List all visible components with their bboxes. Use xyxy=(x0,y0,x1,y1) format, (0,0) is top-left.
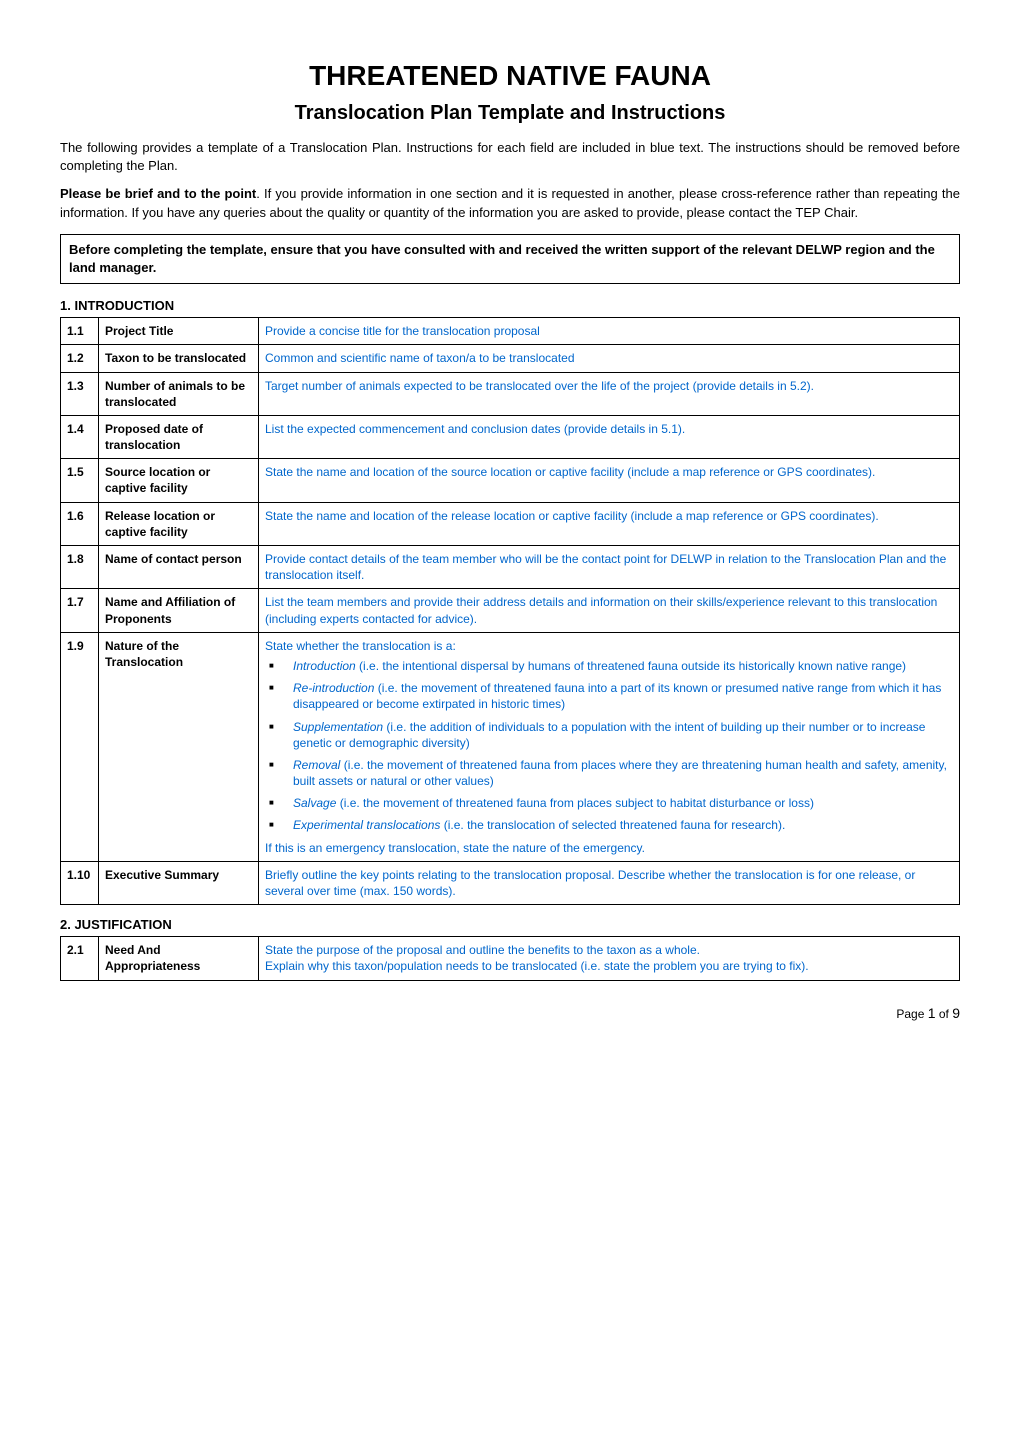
section-1-heading: 1. INTRODUCTION xyxy=(60,298,960,313)
row-number: 1.10 xyxy=(61,861,99,904)
row-content-nature: State whether the translocation is a: In… xyxy=(259,632,960,861)
row-content: Provide contact details of the team memb… xyxy=(259,546,960,589)
row-number: 1.4 xyxy=(61,415,99,458)
footer-mid: of xyxy=(936,1007,953,1021)
table-row: 1.2 Taxon to be translocated Common and … xyxy=(61,345,960,372)
table-row: 1.6 Release location or captive facility… xyxy=(61,502,960,545)
justification-line-1: State the purpose of the proposal and ou… xyxy=(265,942,953,958)
row-content: List the team members and provide their … xyxy=(259,589,960,632)
row-content: State the purpose of the proposal and ou… xyxy=(259,937,960,980)
row-number: 2.1 xyxy=(61,937,99,980)
bullet-term: Experimental translocations xyxy=(293,818,440,832)
bullet-rest: (i.e. the addition of individuals to a p… xyxy=(293,720,925,750)
bullet-term: Supplementation xyxy=(293,720,383,734)
row-content: List the expected commencement and concl… xyxy=(259,415,960,458)
bullet-rest: (i.e. the movement of threatened fauna f… xyxy=(293,758,947,788)
footer-current-page: 1 xyxy=(928,1005,936,1021)
table-row: 1.3 Number of animals to be translocated… xyxy=(61,372,960,415)
intro-bold-lead: Please be brief and to the point xyxy=(60,186,256,201)
nature-lead: State whether the translocation is a: xyxy=(265,639,456,653)
row-number: 1.9 xyxy=(61,632,99,861)
intro-paragraph-2: Please be brief and to the point. If you… xyxy=(60,185,960,221)
bullet-rest: (i.e. the movement of threatened fauna f… xyxy=(336,796,814,810)
row-content: State the name and location of the sourc… xyxy=(259,459,960,502)
row-number: 1.6 xyxy=(61,502,99,545)
row-label: Need And Appropriateness xyxy=(99,937,259,980)
row-number: 1.5 xyxy=(61,459,99,502)
bullet-rest: (i.e. the movement of threatened fauna i… xyxy=(293,681,941,711)
bullet-removal: Removal (i.e. the movement of threatened… xyxy=(287,757,953,789)
intro-paragraph-1: The following provides a template of a T… xyxy=(60,139,960,175)
row-number: 1.7 xyxy=(61,589,99,632)
bullet-salvage: Salvage (i.e. the movement of threatened… xyxy=(287,795,953,811)
row-number: 1.3 xyxy=(61,372,99,415)
nature-trailer: If this is an emergency translocation, s… xyxy=(265,841,645,855)
bullet-reintroduction: Re-introduction (i.e. the movement of th… xyxy=(287,680,953,712)
doc-subtitle: Translocation Plan Template and Instruct… xyxy=(60,102,960,125)
row-number: 1.8 xyxy=(61,546,99,589)
row-label: Release location or captive facility xyxy=(99,502,259,545)
bullet-rest: (i.e. the translocation of selected thre… xyxy=(440,818,785,832)
bullet-introduction: Introduction (i.e. the intentional dispe… xyxy=(287,658,953,674)
row-number: 1.2 xyxy=(61,345,99,372)
bullet-term: Introduction xyxy=(293,659,356,673)
row-content: Target number of animals expected to be … xyxy=(259,372,960,415)
bullet-rest: (i.e. the intentional dispersal by human… xyxy=(356,659,906,673)
table-row: 1.10 Executive Summary Briefly outline t… xyxy=(61,861,960,904)
row-label: Nature of the Translocation xyxy=(99,632,259,861)
table-row: 1.5 Source location or captive facility … xyxy=(61,459,960,502)
row-number: 1.1 xyxy=(61,318,99,345)
table-row: 1.1 Project Title Provide a concise titl… xyxy=(61,318,960,345)
table-row: 1.4 Proposed date of translocation List … xyxy=(61,415,960,458)
introduction-table: 1.1 Project Title Provide a concise titl… xyxy=(60,317,960,905)
row-label: Source location or captive facility xyxy=(99,459,259,502)
row-label: Taxon to be translocated xyxy=(99,345,259,372)
row-label: Number of animals to be translocated xyxy=(99,372,259,415)
row-label: Proposed date of translocation xyxy=(99,415,259,458)
bullet-term: Salvage xyxy=(293,796,336,810)
callout-box: Before completing the template, ensure t… xyxy=(60,234,960,284)
row-content: State the name and location of the relea… xyxy=(259,502,960,545)
row-label: Name of contact person xyxy=(99,546,259,589)
bullet-term: Re-introduction xyxy=(293,681,374,695)
row-content: Common and scientific name of taxon/a to… xyxy=(259,345,960,372)
row-label: Executive Summary xyxy=(99,861,259,904)
page-footer: Page 1 of 9 xyxy=(60,1005,960,1021)
bullet-supplementation: Supplementation (i.e. the addition of in… xyxy=(287,719,953,751)
footer-prefix: Page xyxy=(896,1007,927,1021)
row-content: Provide a concise title for the transloc… xyxy=(259,318,960,345)
justification-table: 2.1 Need And Appropriateness State the p… xyxy=(60,936,960,980)
row-label: Name and Affiliation of Proponents xyxy=(99,589,259,632)
table-row: 1.7 Name and Affiliation of Proponents L… xyxy=(61,589,960,632)
nature-bullet-list: Introduction (i.e. the intentional dispe… xyxy=(265,658,953,834)
doc-title: THREATENED NATIVE FAUNA xyxy=(60,60,960,92)
table-row: 2.1 Need And Appropriateness State the p… xyxy=(61,937,960,980)
justification-line-2: Explain why this taxon/population needs … xyxy=(265,958,953,974)
bullet-term: Removal xyxy=(293,758,340,772)
row-label: Project Title xyxy=(99,318,259,345)
table-row: 1.8 Name of contact person Provide conta… xyxy=(61,546,960,589)
table-row-nature: 1.9 Nature of the Translocation State wh… xyxy=(61,632,960,861)
section-2-heading: 2. JUSTIFICATION xyxy=(60,917,960,932)
row-content: Briefly outline the key points relating … xyxy=(259,861,960,904)
bullet-experimental: Experimental translocations (i.e. the tr… xyxy=(287,817,953,833)
footer-total-pages: 9 xyxy=(952,1005,960,1021)
